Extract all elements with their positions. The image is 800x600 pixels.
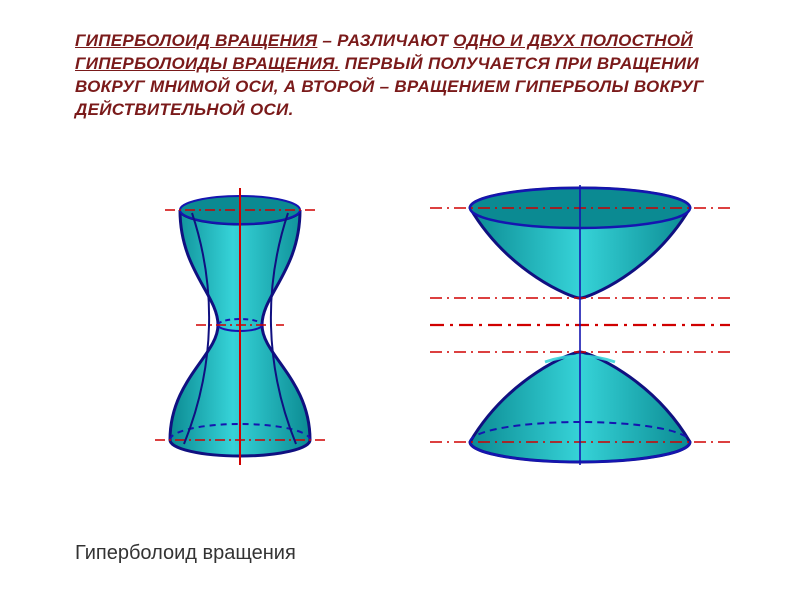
caption: Гиперболоид вращения	[75, 542, 296, 565]
slide: ГИПЕРБОЛОИД ВРАЩЕНИЯ – РАЗЛИЧАЮТ ОДНО И …	[0, 0, 800, 600]
title-part1: ГИПЕРБОЛОИД ВРАЩЕНИЯ	[75, 31, 317, 50]
figures-area	[0, 180, 800, 500]
two-sheet-hyperboloid	[430, 180, 730, 470]
title-part2: – РАЗЛИЧАЮТ	[317, 31, 453, 50]
one-sheet-hyperboloid	[140, 180, 340, 470]
title-block: ГИПЕРБОЛОИД ВРАЩЕНИЯ – РАЗЛИЧАЮТ ОДНО И …	[75, 30, 725, 122]
